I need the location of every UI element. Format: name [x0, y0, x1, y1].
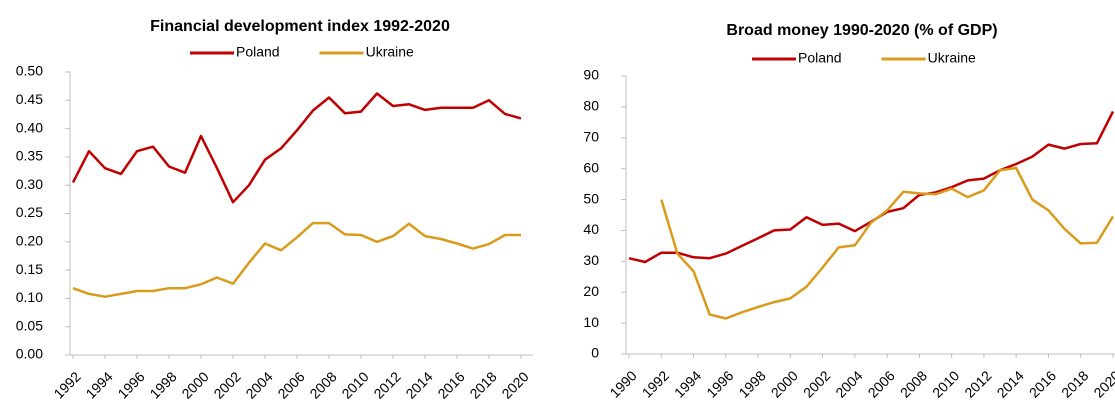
- y-tick-label: 80: [583, 98, 599, 114]
- x-tick-label: 1998: [735, 367, 768, 400]
- legend-label: Poland: [236, 44, 280, 60]
- x-tick-label: 1996: [114, 368, 147, 401]
- x-tick-label: 2008: [306, 368, 339, 401]
- x-tick-label: 2018: [466, 368, 499, 401]
- y-tick-label: 0.35: [16, 148, 43, 164]
- series-line: [72, 221, 521, 298]
- y-tick-label: 0.25: [16, 204, 43, 220]
- x-tick-label: 1992: [50, 368, 83, 401]
- x-tick-label: 1992: [639, 367, 672, 400]
- y-tick-label: 0.05: [16, 317, 43, 333]
- y-tick-label: 20: [583, 283, 599, 299]
- legend-label: Poland: [798, 50, 842, 66]
- x-tick-label: 2014: [994, 367, 1027, 400]
- y-tick-label: 0.00: [16, 346, 43, 362]
- y-tick-label: 40: [583, 221, 599, 237]
- x-tick-label: 2002: [210, 368, 243, 401]
- x-tick-label: 2004: [832, 367, 865, 400]
- x-tick-label: 2014: [402, 368, 435, 401]
- x-tick-label: 2016: [434, 368, 467, 401]
- legend-label: Ukraine: [366, 44, 414, 60]
- x-tick-label: 2004: [242, 368, 275, 401]
- y-tick-label: 0.45: [16, 91, 43, 107]
- y-tick-label: 0.50: [16, 63, 43, 79]
- y-tick-label: 10: [583, 314, 599, 330]
- y-tick-label: 0.10: [16, 289, 43, 305]
- x-tick-label: 1994: [671, 367, 704, 400]
- x-tick-label: 1996: [703, 367, 736, 400]
- series-line: [71, 92, 522, 204]
- x-tick-label: 2010: [929, 367, 962, 400]
- x-tick-label: 2006: [865, 367, 898, 400]
- x-tick-label: 2008: [897, 367, 930, 400]
- x-tick-label: 2020: [1090, 367, 1115, 400]
- series-line: [660, 166, 1115, 320]
- x-tick-label: 2018: [1058, 367, 1091, 400]
- x-tick-label: 2000: [178, 368, 211, 401]
- y-tick-label: 60: [583, 159, 599, 175]
- legend-label: Ukraine: [928, 50, 976, 66]
- x-tick-label: 2002: [800, 367, 833, 400]
- x-tick-label: 2016: [1026, 367, 1059, 400]
- y-tick-label: 70: [583, 128, 599, 144]
- y-tick-label: 50: [583, 190, 599, 206]
- y-tick-label: 90: [583, 67, 599, 83]
- x-tick-label: 1998: [146, 368, 179, 401]
- x-tick-label: 1990: [606, 367, 639, 400]
- y-tick-label: 0.20: [16, 233, 43, 249]
- x-tick-label: 2020: [498, 368, 531, 401]
- chart-title: Financial development index 1992-2020: [150, 18, 450, 35]
- x-tick-label: 2012: [370, 368, 403, 401]
- chart-title: Broad money 1990-2020 (% of GDP): [726, 22, 997, 39]
- series-line: [628, 110, 1115, 264]
- x-tick-label: 2000: [768, 367, 801, 400]
- y-tick-label: 0.30: [16, 176, 43, 192]
- y-tick-label: 0.15: [16, 261, 43, 277]
- y-tick-label: 0.40: [16, 119, 43, 135]
- y-tick-label: 30: [583, 252, 599, 268]
- y-tick-label: 0: [591, 345, 599, 361]
- x-tick-label: 1994: [82, 368, 115, 401]
- x-tick-label: 2006: [274, 368, 307, 401]
- x-tick-label: 2012: [961, 367, 994, 400]
- x-tick-label: 2010: [338, 368, 371, 401]
